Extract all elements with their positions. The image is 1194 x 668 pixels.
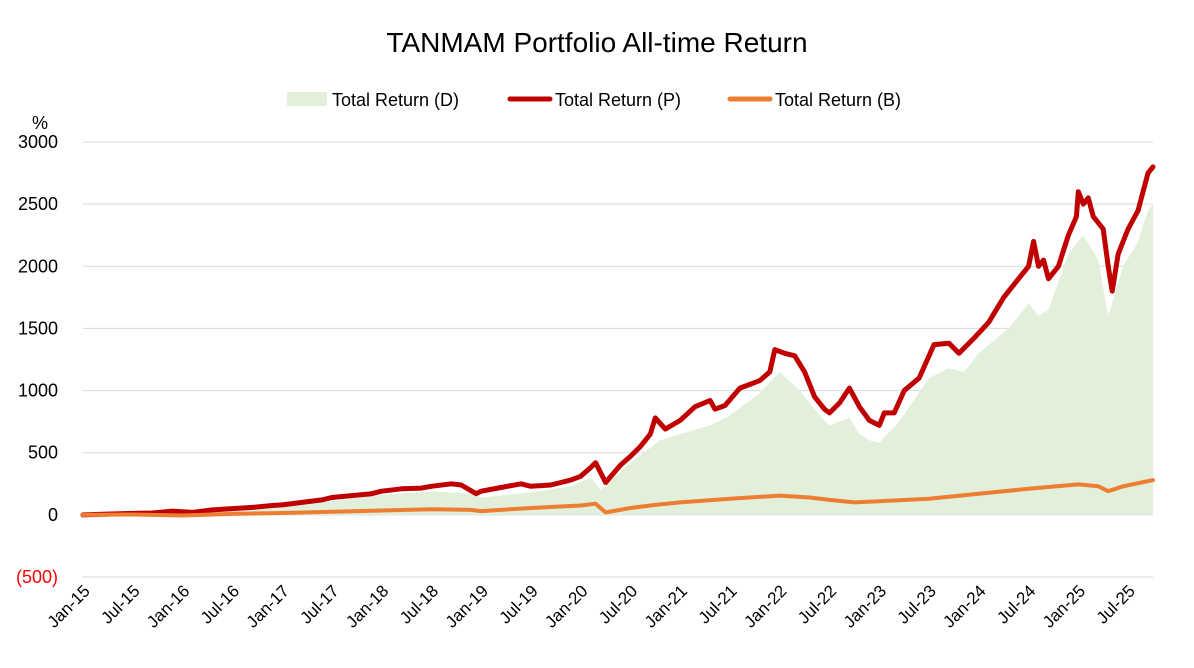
legend-label-total-return-d: Total Return (D) (332, 90, 459, 110)
x-tick-label: Jul-22 (794, 581, 840, 627)
y-tick-label: 500 (28, 443, 58, 463)
y-tick-label: 3000 (18, 132, 58, 152)
y-axis-tick-labels: 3000 2500 2000 1500 1000 500 0 (500) (16, 132, 58, 587)
y-tick-label: 2000 (18, 256, 58, 276)
y-tick-label: 0 (48, 505, 58, 525)
x-tick-label: Jan-15 (44, 581, 94, 631)
x-tick-label: Jul-17 (296, 581, 342, 627)
x-tick-label: Jan-23 (840, 581, 890, 631)
x-tick-label: Jul-16 (197, 581, 243, 627)
x-tick-label: Jan-25 (1039, 581, 1089, 631)
x-tick-label: Jan-22 (740, 581, 790, 631)
x-tick-label: Jan-16 (143, 581, 193, 631)
x-tick-label: Jan-24 (939, 581, 989, 631)
legend-swatch-total-return-d (287, 92, 327, 106)
y-tick-label: 1000 (18, 381, 58, 401)
series-line-total-return-b (81, 478, 1155, 518)
x-tick-label: Jul-19 (496, 581, 542, 627)
chart-title: TANMAM Portfolio All-time Return (386, 27, 807, 58)
x-tick-label: Jul-18 (396, 581, 442, 627)
x-axis-tick-labels: Jan-15 Jul-15 Jan-16 Jul-16 Jan-17 Jul-17 Jan-… (44, 581, 1139, 631)
x-tick-label: Jan-21 (641, 581, 691, 631)
y-tick-label: (500) (16, 567, 58, 587)
x-tick-label: Jul-25 (1093, 581, 1139, 627)
x-tick-label: Jul-21 (695, 581, 741, 627)
y-axis-unit-label: % (32, 113, 48, 133)
legend: Total Return (D) Total Return (P) Total … (287, 90, 901, 110)
x-tick-label: Jan-20 (541, 581, 591, 631)
x-tick-label: Jan-18 (342, 581, 392, 631)
series-line-total-return-p (80, 164, 1156, 518)
y-tick-label: 2500 (18, 194, 58, 214)
x-tick-label: Jan-19 (442, 581, 492, 631)
x-tick-label: Jul-20 (595, 581, 641, 627)
legend-label-total-return-b: Total Return (B) (775, 90, 901, 110)
legend-label-total-return-p: Total Return (P) (555, 90, 681, 110)
series-area-total-return-d (83, 204, 1153, 515)
x-tick-label: Jan-17 (243, 581, 293, 631)
x-tick-label: Jul-23 (894, 581, 940, 627)
y-tick-label: 1500 (18, 318, 58, 338)
x-tick-label: Jul-24 (993, 581, 1039, 627)
series-layer (80, 164, 1156, 518)
x-tick-label: Jul-15 (97, 581, 143, 627)
